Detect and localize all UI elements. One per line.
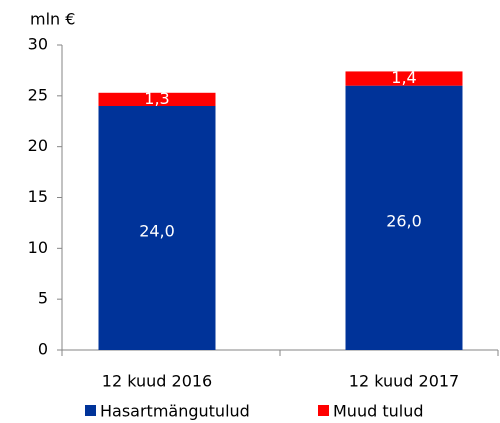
y-tick-label: 30 [28, 35, 48, 54]
bar-segment [345, 71, 463, 86]
bar-segment [98, 106, 216, 350]
y-tick-label: 10 [28, 238, 48, 257]
bar-segment [345, 85, 463, 351]
data-label: 1,3 [144, 89, 169, 108]
y-tick-label: 0 [38, 340, 48, 359]
legend-label: Hasartmängutulud [100, 402, 250, 421]
data-label: 26,0 [386, 211, 422, 230]
legend-label: Muud tulud [333, 402, 423, 421]
data-label: 1,4 [391, 68, 416, 87]
bar-segment [98, 92, 216, 106]
legend-swatch [85, 405, 96, 416]
y-tick-label: 20 [28, 136, 48, 155]
x-tick-label: 12 kuud 2017 [349, 372, 459, 391]
x-tick-label: 12 kuud 2016 [102, 372, 212, 391]
y-tick-label: 25 [28, 85, 48, 104]
y-tick-label: 15 [28, 187, 48, 206]
data-label: 24,0 [139, 222, 175, 241]
y-axis-label: mln € [30, 10, 75, 29]
y-tick-label: 5 [38, 289, 48, 308]
legend-swatch [318, 405, 329, 416]
